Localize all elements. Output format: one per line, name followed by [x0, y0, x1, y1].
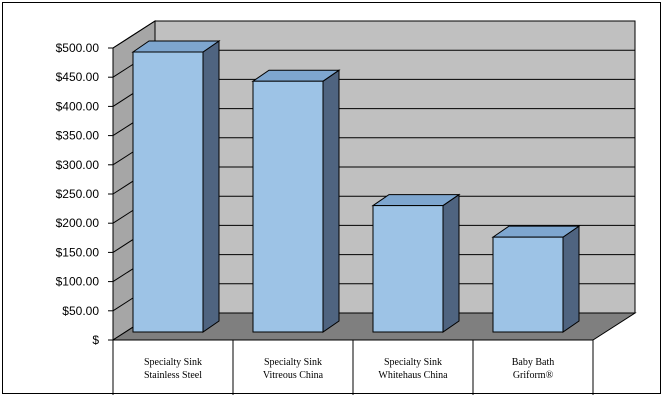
- bar-top: [251, 69, 341, 82]
- x-tick-label: Specialty Sink: [384, 357, 442, 368]
- bar: [372, 205, 444, 333]
- y-tick-label: $150.00: [56, 245, 100, 259]
- bar-side: [442, 193, 460, 333]
- bar-top: [131, 40, 221, 53]
- bar-top: [371, 194, 461, 207]
- y-tick-label: $: [92, 333, 99, 347]
- y-tick-label: $250.00: [56, 187, 100, 201]
- bar-chart: $ $50.00 $100.00 $150.00 $200.00 $250.00 $300.…: [56, 20, 637, 395]
- x-tick-label: Whitehaus China: [378, 370, 448, 381]
- bar: [132, 51, 204, 333]
- y-tick-label: $200.00: [56, 216, 100, 230]
- y-tick-label: $350.00: [56, 129, 100, 143]
- bar-side: [562, 225, 580, 333]
- y-tick-label: $450.00: [56, 70, 100, 84]
- x-tick-label: Vitreous China: [263, 370, 324, 381]
- y-tick-label: $50.00: [62, 304, 99, 318]
- x-tick-label: Baby Bath: [512, 357, 555, 368]
- bar-side: [322, 69, 340, 333]
- y-tick-label: $100.00: [56, 275, 100, 289]
- y-tick-label: $400.00: [56, 99, 100, 113]
- y-tick-label: $500.00: [56, 41, 100, 55]
- x-tick-label: Griform®: [513, 370, 554, 381]
- y-tick-label: $300.00: [56, 158, 100, 172]
- bar-side: [202, 40, 220, 333]
- bar-top: [491, 225, 581, 238]
- x-tick-label: Specialty Sink: [264, 357, 322, 368]
- bar: [252, 80, 324, 333]
- bar: [492, 236, 564, 333]
- gridline: [112, 20, 635, 49]
- x-tick-label: Stainless Steel: [144, 370, 202, 381]
- x-tick-label: Specialty Sink: [144, 357, 202, 368]
